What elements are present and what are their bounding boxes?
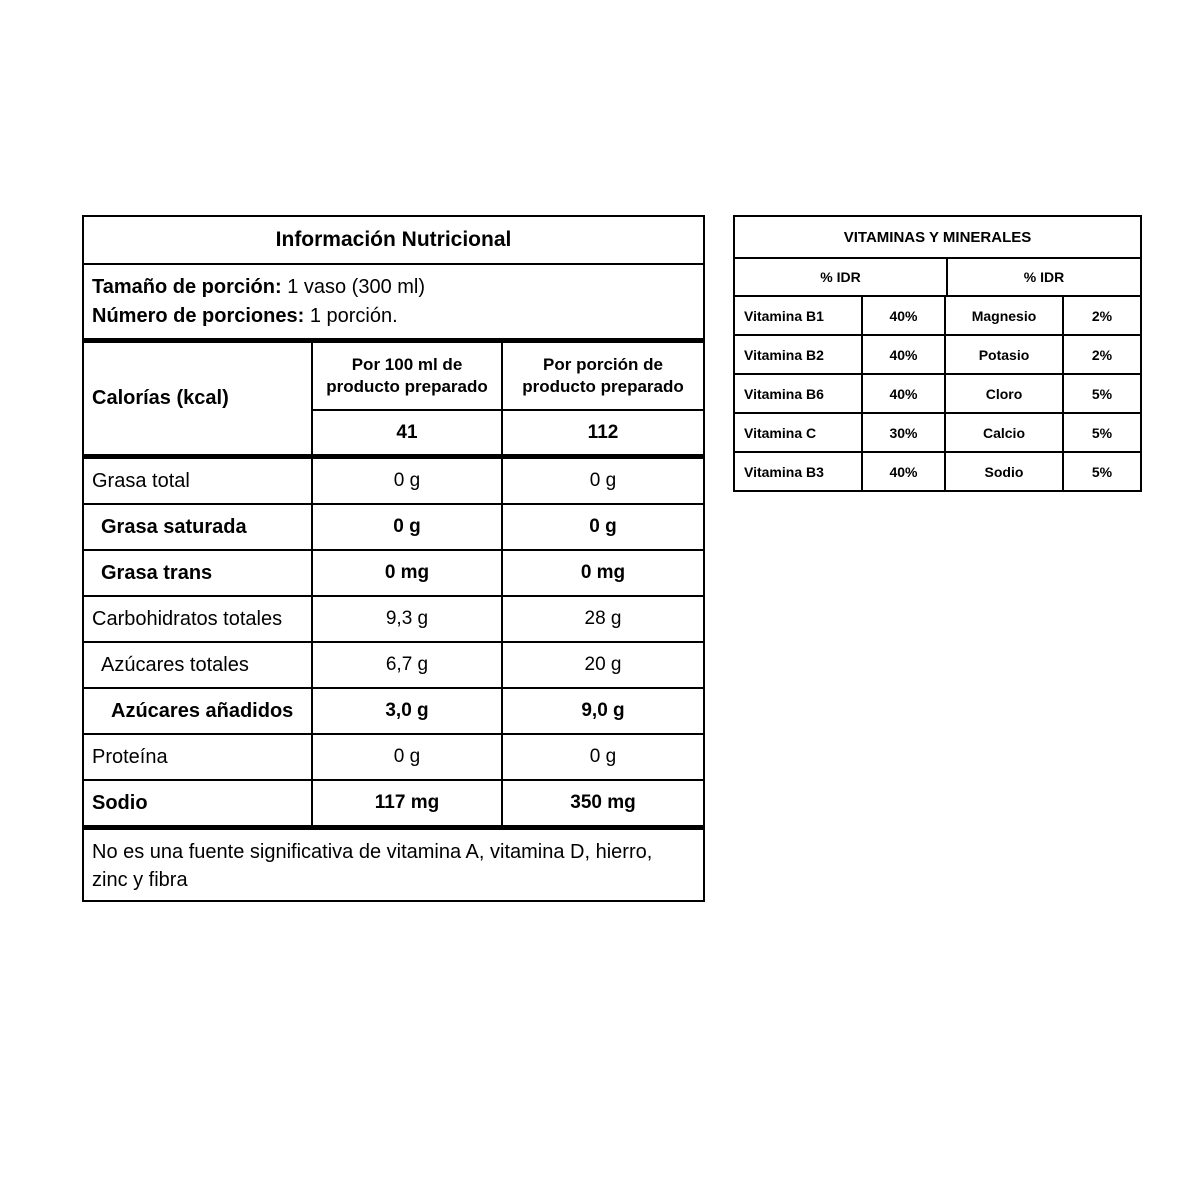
serving-size-value: 1 vaso (300 ml) [287,276,426,298]
vitamins-row-b2-potasio: Vitamina B2 40% Potasio 2% [735,336,1140,375]
table-row-azucares-totales: Azúcares totales 6,7 g 20 g [84,643,703,689]
row-per-serving-value: 0 mg [580,562,626,583]
row-per-100ml-value: 9,3 g [313,597,503,641]
row-label: Grasa trans [84,551,313,595]
mineral-idr-value: 5% [1091,463,1113,480]
serving-size-line: Tamaño de porción: 1 vaso (300 ml) [92,273,695,302]
mineral-name: Cloro [946,375,1064,412]
vitamin-name: Vitamina B6 [735,375,863,412]
table-row-azucares-anadidos: Azúcares añadidos 3,0 g 9,0 g [84,689,703,735]
row-per-100ml-value: 0 g [313,505,503,549]
serving-size-label: Tamaño de porción: [92,276,282,298]
vitamin-name: Vitamina C [735,414,863,451]
table-row-grasa-saturada: Grasa saturada 0 g 0 g [84,505,703,551]
table-row-grasa-trans: Grasa trans 0 mg 0 mg [84,551,703,597]
footnote-line-1: No es una fuente significativa de vitami… [92,841,653,863]
row-per-100ml-value: 117 mg [313,781,503,825]
vitamin-idr-value: 40% [863,453,946,490]
vitamins-row-b3-sodio: Vitamina B3 40% Sodio 5% [735,453,1140,490]
calories-per-serving-value: 112 [587,421,619,443]
vitamin-name: Vitamina B3 [735,453,863,490]
idr-header-left: % IDR [735,259,948,295]
serving-count-label: Número de porciones: [92,305,305,327]
idr-header-row: % IDR % IDR [735,259,1140,297]
mineral-name: Magnesio [946,297,1064,334]
nutrition-table-title: Información Nutricional [84,217,703,265]
row-label: Azúcares totales [84,643,313,687]
vitamin-idr-value: 40% [863,375,946,412]
mineral-idr-value: 5% [1091,424,1113,441]
mineral-name: Sodio [946,453,1064,490]
mineral-name: Potasio [946,336,1064,373]
table-row-carbohidratos: Carbohidratos totales 9,3 g 28 g [84,597,703,643]
vitamin-idr-value: 30% [863,414,946,451]
vitamin-name: Vitamina B2 [735,336,863,373]
vitamins-minerals-table: VITAMINAS Y MINERALES % IDR % IDR Vitami… [733,215,1142,492]
vitamins-row-c-calcio: Vitamina C 30% Calcio 5% [735,414,1140,453]
column-header-per-100ml: Por 100 ml de producto preparado [313,343,503,411]
mineral-idr-value: 2% [1091,346,1113,363]
vitamin-name: Vitamina B1 [735,297,863,334]
calories-per-100ml-value: 41 [313,411,503,454]
footnote: No es una fuente significativa de vitami… [84,830,703,900]
serving-count-value: 1 porción. [309,305,398,327]
vitamin-idr-value: 40% [863,297,946,334]
idr-header-right: % IDR [1023,269,1065,285]
vitamin-idr-value: 40% [863,336,946,373]
row-per-serving-value: 20 g [584,654,622,675]
table-row-proteina: Proteína 0 g 0 g [84,735,703,781]
table-row-grasa-total: Grasa total 0 g 0 g [84,459,703,505]
mineral-name: Calcio [946,414,1064,451]
row-label: Carbohidratos totales [84,597,313,641]
footnote-line-2: zinc y fibra [92,869,188,891]
vitamins-row-b6-cloro: Vitamina B6 40% Cloro 5% [735,375,1140,414]
row-per-serving-value: 28 g [584,608,622,629]
row-per-100ml-value: 6,7 g [313,643,503,687]
vitamins-row-b1-magnesio: Vitamina B1 40% Magnesio 2% [735,297,1140,336]
calories-row-label: Calorías (kcal) [84,343,313,454]
vitamins-table-title: VITAMINAS Y MINERALES [735,217,1140,259]
row-per-100ml-value: 0 g [313,459,503,503]
row-per-serving-value: 350 mg [570,792,636,813]
row-per-100ml-value: 0 mg [313,551,503,595]
nutrition-facts-table: Información Nutricional Tamaño de porció… [82,215,705,902]
row-per-100ml-value: 3,0 g [313,689,503,733]
mineral-idr-value: 2% [1091,307,1113,324]
serving-count-line: Número de porciones: 1 porción. [92,302,695,331]
row-label: Grasa total [84,459,313,503]
column-header-per-serving: Por porción de producto preparado [503,343,703,411]
serving-info-section: Tamaño de porción: 1 vaso (300 ml) Númer… [84,265,703,343]
calories-section: Calorías (kcal) Por 100 ml de producto p… [84,343,703,459]
row-per-serving-value: 0 g [589,516,617,537]
row-per-serving-value: 0 g [589,470,617,491]
row-label: Azúcares añadidos [84,689,313,733]
mineral-idr-value: 5% [1091,385,1113,402]
row-per-serving-value: 9,0 g [581,700,625,721]
row-label: Grasa saturada [84,505,313,549]
table-row-sodio: Sodio 117 mg 350 mg [84,781,703,830]
row-label: Sodio [84,781,313,825]
row-per-100ml-value: 0 g [313,735,503,779]
row-label: Proteína [84,735,313,779]
row-per-serving-value: 0 g [589,746,617,767]
